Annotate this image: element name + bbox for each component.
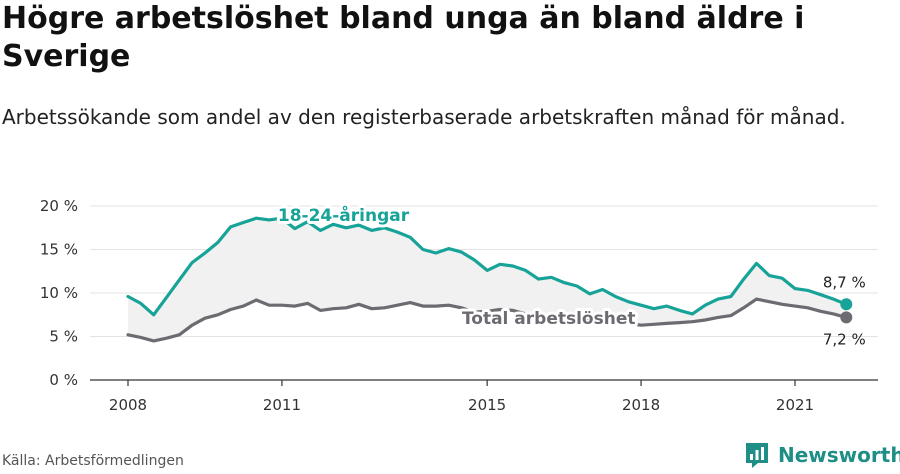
y-tick-label: 10 % — [40, 284, 78, 302]
x-tick-label: 2011 — [263, 396, 301, 414]
x-axis-ticks: 2008 2011 2015 2018 2021 — [109, 380, 814, 414]
chart-title: Högre arbetslöshet bland unga än bland ä… — [2, 1, 805, 74]
y-axis-ticks: 0 % 5 % 10 % 15 % 20 % — [40, 197, 78, 389]
newsworthy-logo-icon — [746, 443, 768, 468]
y-tick-label: 0 % — [49, 371, 78, 389]
gap-area — [128, 218, 847, 341]
brand-logo: Newsworthy — [744, 440, 900, 470]
x-tick-label: 2008 — [109, 396, 147, 414]
x-tick-label: 2015 — [468, 396, 506, 414]
y-tick-label: 5 % — [49, 328, 78, 346]
series-line-youth — [126, 216, 848, 317]
source-note: Källa: Arbetsförmedlingen — [2, 453, 184, 469]
series-label-total: Total arbetslöshet — [462, 309, 636, 329]
series-end-label-total: 7,2 % — [823, 330, 866, 348]
series-end-point-total — [840, 311, 853, 324]
x-tick-label: 2021 — [776, 396, 814, 414]
series-label-youth: 18-24-åringar — [278, 204, 410, 226]
y-tick-label: 20 % — [40, 197, 78, 215]
brand-name: Newsworthy — [778, 443, 900, 467]
series-line-total — [126, 297, 848, 343]
chart-subtitle: Arbetssökande som andel av den registerb… — [2, 105, 846, 129]
y-tick-label: 15 % — [40, 241, 78, 259]
series-end-label-youth: 8,7 % — [823, 273, 866, 291]
x-tick-label: 2018 — [622, 396, 660, 414]
series-end-point-youth — [840, 298, 853, 311]
